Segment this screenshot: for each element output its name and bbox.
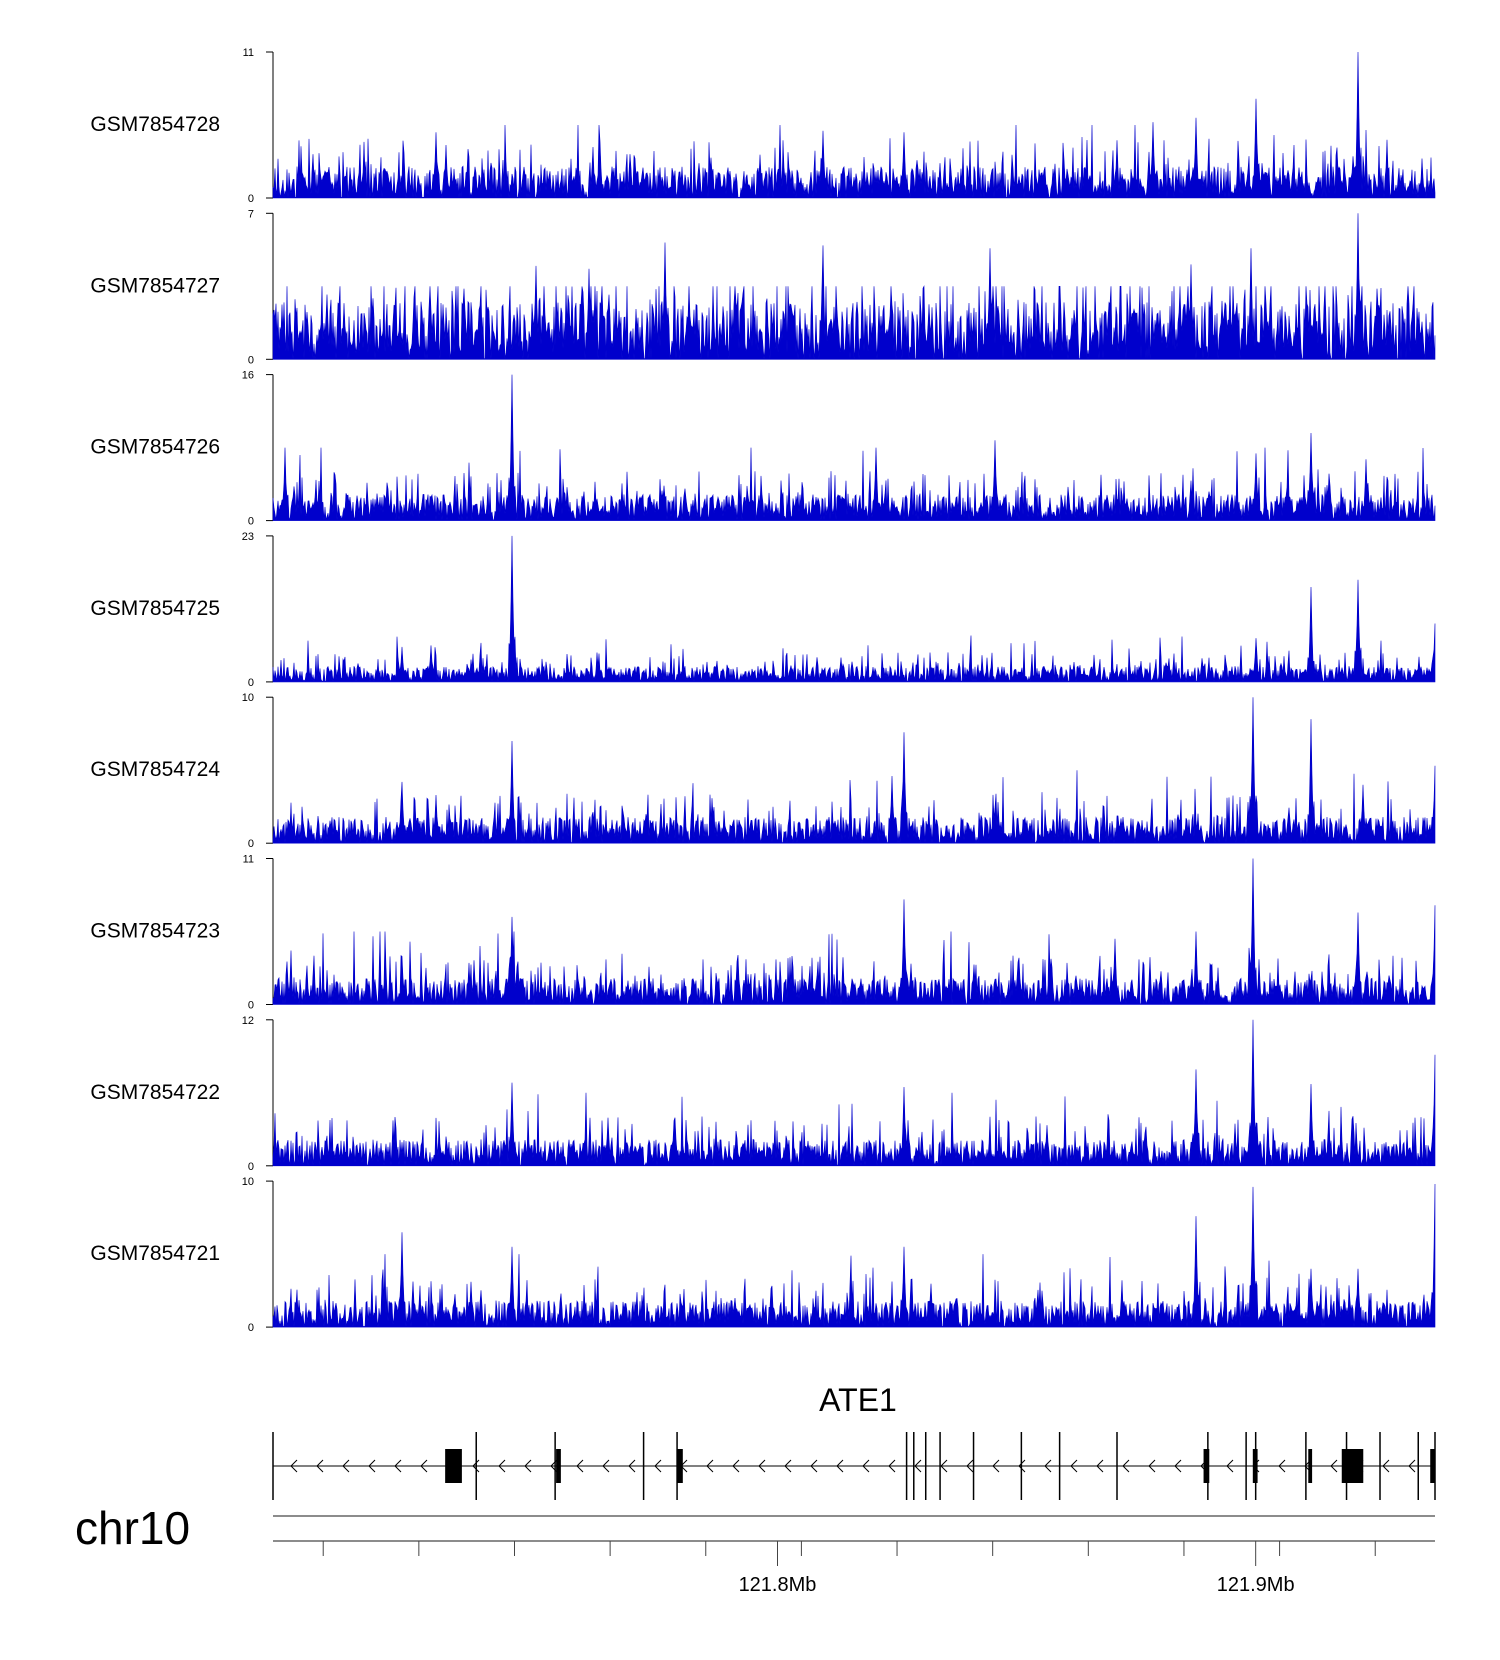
track-label: GSM7854726 — [90, 436, 220, 459]
y-axis-max-label: 10 — [242, 692, 254, 704]
track-GSM7854723: GSM7854723 11 0 — [90, 854, 1436, 1012]
y-axis-min-label: 0 — [248, 1000, 254, 1012]
signal-area — [272, 213, 1436, 360]
signal-area — [272, 858, 1436, 1005]
signal-area — [272, 697, 1436, 844]
gene-model — [272, 1432, 1436, 1500]
track-label: GSM7854724 — [90, 758, 220, 781]
strand-arrow — [862, 1459, 870, 1473]
strand-arrow — [1018, 1459, 1026, 1473]
strand-arrow — [472, 1459, 480, 1473]
genome-axis: chr10 121.8Mb 121.9Mb — [75, 1502, 1435, 1596]
strand-arrow — [992, 1459, 1000, 1473]
strand-arrow — [628, 1459, 636, 1473]
y-axis-max-label: 11 — [243, 47, 254, 59]
strand-arrow — [1044, 1459, 1052, 1473]
y-axis-min-label: 0 — [248, 516, 254, 528]
strand-arrow — [290, 1459, 298, 1473]
track-GSM7854726: GSM7854726 16 0 — [90, 370, 1436, 528]
strand-arrow — [966, 1459, 974, 1473]
strand-arrow — [1330, 1459, 1338, 1473]
track-GSM7854724: GSM7854724 10 0 — [90, 692, 1436, 850]
strand-arrow — [576, 1459, 584, 1473]
strand-arrow — [1148, 1459, 1156, 1473]
track-GSM7854728: GSM7854728 11 0 — [90, 47, 1436, 205]
strand-arrow — [1408, 1459, 1416, 1473]
exon-block — [445, 1449, 462, 1483]
exon-block — [1252, 1449, 1258, 1483]
y-axis-max-label: 11 — [243, 854, 254, 866]
signal-area — [272, 1183, 1436, 1328]
track-GSM7854721: GSM7854721 10 0 — [90, 1176, 1436, 1334]
y-axis-max-label: 10 — [242, 1176, 254, 1188]
strand-arrow — [758, 1459, 766, 1473]
track-GSM7854727: GSM7854727 7 0 — [90, 208, 1436, 366]
track-label: GSM7854725 — [90, 597, 220, 620]
strand-arrow — [1122, 1459, 1130, 1473]
gene-annotation-track: ATE1 — [272, 1382, 1436, 1500]
strand-arrow — [706, 1459, 714, 1473]
y-axis-max-label: 7 — [248, 208, 254, 220]
exon-block — [1308, 1449, 1313, 1483]
track-GSM7854725: GSM7854725 23 0 — [90, 531, 1436, 689]
track-label: GSM7854721 — [90, 1242, 220, 1265]
signal-area — [272, 51, 1436, 199]
y-axis-min-label: 0 — [248, 1322, 254, 1334]
strand-arrow — [1174, 1459, 1182, 1473]
strand-arrow — [602, 1459, 610, 1473]
y-axis-max-label: 16 — [242, 370, 254, 382]
strand-arrow — [1382, 1459, 1390, 1473]
exon-block — [1203, 1449, 1210, 1483]
strand-arrow — [342, 1459, 350, 1473]
strand-arrow — [1070, 1459, 1078, 1473]
y-axis-min-label: 0 — [248, 193, 254, 205]
track-label: GSM7854727 — [90, 274, 220, 297]
exon-block — [1341, 1449, 1364, 1483]
axis-tick-label: 121.8Mb — [739, 1574, 817, 1596]
track-label: GSM7854728 — [90, 113, 220, 136]
strand-arrow — [420, 1459, 428, 1473]
strand-arrow — [836, 1459, 844, 1473]
y-axis-max-label: 12 — [242, 1015, 254, 1027]
strand-arrow — [498, 1459, 506, 1473]
gene-name-label: ATE1 — [819, 1382, 897, 1418]
strand-arrow — [394, 1459, 402, 1473]
track-label: GSM7854722 — [90, 1081, 220, 1104]
exon-block — [556, 1449, 561, 1483]
strand-arrow — [368, 1459, 376, 1473]
y-axis-min-label: 0 — [248, 677, 254, 689]
y-axis-max-label: 23 — [242, 531, 254, 543]
chromosome-label: chr10 — [75, 1502, 190, 1554]
exon-block — [1430, 1449, 1435, 1483]
strand-arrow — [1278, 1459, 1286, 1473]
strand-arrow — [1096, 1459, 1104, 1473]
signal-tracks: GSM7854728110GSM785472770GSM7854726160GS… — [90, 47, 1436, 1334]
y-axis-min-label: 0 — [248, 354, 254, 366]
track-label: GSM7854723 — [90, 920, 220, 943]
strand-arrow — [654, 1459, 662, 1473]
strand-arrow — [784, 1459, 792, 1473]
strand-arrow — [316, 1459, 324, 1473]
strand-arrow — [524, 1459, 532, 1473]
signal-area — [272, 535, 1436, 683]
axis-tick-label: 121.9Mb — [1217, 1574, 1295, 1596]
genome-axis-ticks: 121.8Mb 121.9Mb — [273, 1515, 1435, 1596]
y-axis-min-label: 0 — [248, 838, 254, 850]
y-axis-min-label: 0 — [248, 1161, 254, 1173]
track-GSM7854722: GSM7854722 12 0 — [90, 1015, 1436, 1173]
signal-area — [272, 374, 1436, 521]
strand-arrow — [914, 1459, 922, 1473]
strand-arrow — [810, 1459, 818, 1473]
strand-arrow — [1226, 1459, 1234, 1473]
strand-arrow — [888, 1459, 896, 1473]
strand-arrow — [940, 1459, 948, 1473]
signal-area — [272, 1019, 1436, 1167]
exon-block — [677, 1449, 683, 1483]
strand-arrow — [732, 1459, 740, 1473]
